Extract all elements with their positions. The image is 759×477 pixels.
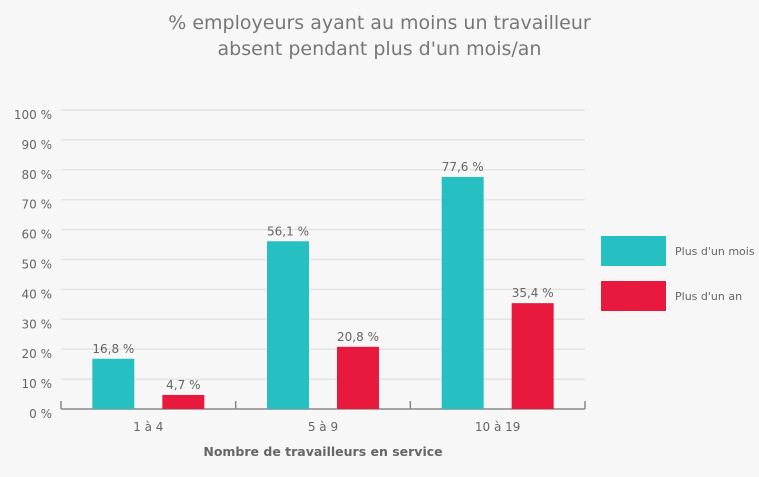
- y-tick-label: 30 %: [22, 317, 53, 331]
- legend-swatch: [601, 236, 666, 266]
- bar-month: [441, 176, 484, 409]
- legend-swatch: [601, 281, 666, 311]
- y-tick-label: 50 %: [22, 258, 53, 272]
- data-label: 35,4 %: [512, 286, 554, 300]
- title-line-2: absent pendant plus d'un mois/an: [217, 38, 542, 60]
- data-label: 4,7 %: [166, 378, 200, 392]
- chart-title: % employeurs ayant au moins un travaille…: [0, 10, 759, 62]
- x-axis-label: Nombre de travailleurs en service: [203, 444, 442, 459]
- y-tick-label: 90 %: [22, 138, 53, 152]
- y-tick-label: 60 %: [22, 228, 53, 242]
- y-tick-label: 100 %: [14, 108, 52, 122]
- y-tick-label: 0 %: [29, 407, 52, 421]
- x-tick-label: 10 à 19: [475, 420, 521, 434]
- bar-year: [511, 303, 554, 409]
- y-tick-label: 20 %: [22, 347, 53, 361]
- data-label: 77,6 %: [442, 160, 484, 174]
- x-tick-label: 5 à 9: [308, 420, 338, 434]
- y-tick-label: 70 %: [22, 198, 53, 212]
- bar-month: [267, 241, 309, 409]
- y-tick-label: 10 %: [22, 377, 53, 391]
- legend-label: Plus d'un mois: [675, 245, 755, 258]
- y-tick-label: 80 %: [22, 168, 53, 182]
- data-label: 56,1 %: [267, 224, 309, 238]
- legend-label: Plus d'un an: [675, 290, 742, 303]
- bar-month: [92, 358, 135, 409]
- bar-year: [162, 394, 205, 409]
- x-tick-label: 1 à 4: [133, 420, 163, 434]
- data-label: 16,8 %: [92, 342, 134, 356]
- y-tick-label: 40 %: [22, 287, 53, 301]
- title-line-1: % employeurs ayant au moins un travaille…: [168, 12, 591, 34]
- data-label: 20,8 %: [337, 330, 379, 344]
- bar-year: [337, 346, 379, 409]
